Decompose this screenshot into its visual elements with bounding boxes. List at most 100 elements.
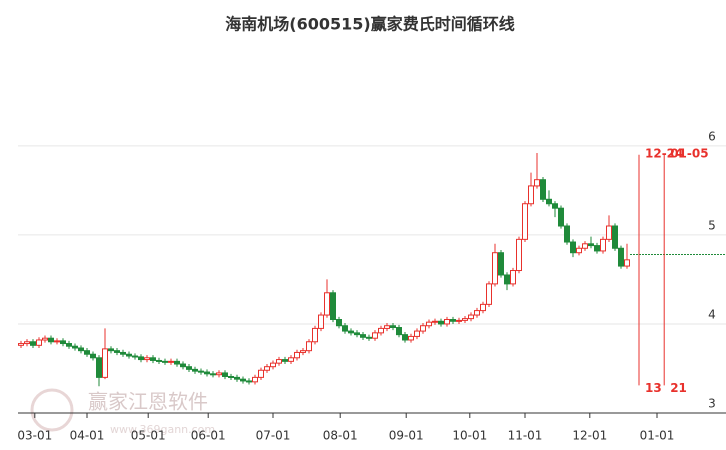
candle-body	[306, 341, 312, 352]
x-tick-label: 12-01	[572, 429, 607, 443]
candle-body	[378, 327, 384, 334]
candle-body	[300, 350, 306, 353]
candle-body	[288, 357, 294, 362]
cycle-count: 21	[670, 381, 687, 395]
candle-body	[168, 360, 174, 363]
candle-body	[420, 325, 426, 332]
candle-body	[276, 359, 282, 364]
candle-body	[54, 340, 60, 343]
candle-body	[162, 360, 168, 363]
candle-body	[438, 320, 444, 325]
candle-body	[396, 327, 402, 336]
watermark-logo	[30, 388, 74, 432]
x-tick-label: 01-01	[640, 429, 675, 443]
candle-body	[414, 330, 420, 337]
candle-body	[240, 378, 246, 382]
candle-body	[324, 292, 330, 316]
candle-body	[60, 340, 66, 345]
candle-body	[582, 243, 588, 249]
candle-body	[372, 332, 378, 339]
candle-body	[612, 225, 618, 249]
candle-body	[576, 247, 582, 254]
candle-body	[78, 347, 84, 352]
candle-body	[558, 207, 564, 227]
candle-body	[348, 330, 354, 334]
candle-body	[426, 321, 432, 327]
candle-body	[204, 371, 210, 375]
candle-body	[198, 370, 204, 373]
candle-body	[600, 238, 606, 252]
cycle-date: 12-24	[645, 146, 683, 160]
candle-body	[384, 325, 390, 329]
candle-body	[270, 362, 276, 368]
x-tick-label: 03-01	[17, 429, 52, 443]
candle-body	[564, 225, 570, 243]
candle-body	[522, 203, 528, 240]
cycle-count: 13	[645, 381, 662, 395]
candle-body	[174, 360, 180, 365]
watermark-url: www.369gann.com	[110, 423, 215, 436]
candle-body	[282, 359, 288, 362]
candle-body	[360, 334, 366, 338]
y-tick-label: 3	[708, 397, 716, 411]
candle-body	[132, 355, 138, 358]
candle-body	[432, 320, 438, 323]
candle-body	[336, 319, 342, 327]
candle-body	[312, 327, 318, 343]
candle-body	[180, 363, 186, 368]
candle-body	[66, 343, 72, 347]
candle-body	[594, 245, 600, 252]
candle-body	[468, 314, 474, 320]
candle-body	[126, 353, 132, 357]
x-tick-label: 11-01	[508, 429, 543, 443]
candle-body	[462, 318, 468, 321]
candle-body	[450, 319, 456, 322]
candle-body	[366, 336, 372, 339]
candle-body	[456, 319, 462, 322]
y-tick-label: 5	[708, 218, 716, 232]
candle-body	[540, 179, 546, 200]
candle-body	[264, 366, 270, 371]
candle-body	[492, 252, 498, 285]
candle-body	[186, 366, 192, 370]
candle-body	[402, 334, 408, 341]
candle-body	[552, 203, 558, 209]
x-tick-label: 09-01	[389, 429, 424, 443]
candle-body	[138, 356, 144, 361]
chart-title: 海南机场(600515)赢家费氏时间循环线	[225, 15, 514, 34]
candle-body	[30, 341, 36, 346]
y-tick-label: 6	[708, 129, 716, 143]
candle-body	[444, 319, 450, 325]
candle-body	[486, 283, 492, 305]
candle-body	[588, 243, 594, 247]
candle-body	[354, 332, 360, 336]
x-tick-label: 07-01	[256, 429, 291, 443]
candle-body	[480, 303, 486, 312]
candle-body	[228, 375, 234, 378]
candle-body	[498, 252, 504, 276]
candle-body	[408, 335, 414, 341]
candle-body	[42, 337, 48, 341]
x-tick-label: 05-01	[131, 429, 166, 443]
candle-body	[36, 339, 42, 346]
x-tick-label: 04-01	[70, 429, 105, 443]
candle-body	[294, 351, 300, 359]
candle-body	[528, 185, 534, 205]
candle-body	[156, 359, 162, 362]
candle-body	[234, 376, 240, 380]
candle-body	[114, 350, 120, 353]
candle-body	[534, 179, 540, 187]
candle-body	[606, 225, 612, 240]
x-tick-label: 06-01	[191, 429, 226, 443]
candle-body	[144, 357, 150, 361]
watermark: 赢家江恩软件	[88, 390, 208, 414]
candle-body	[624, 259, 630, 267]
candle-body	[246, 380, 252, 383]
candle-body	[618, 247, 624, 267]
candle-body	[510, 270, 516, 285]
candle-body	[252, 376, 258, 383]
candle-body	[474, 310, 480, 316]
candle-body	[216, 372, 222, 376]
candle-body	[96, 357, 102, 378]
